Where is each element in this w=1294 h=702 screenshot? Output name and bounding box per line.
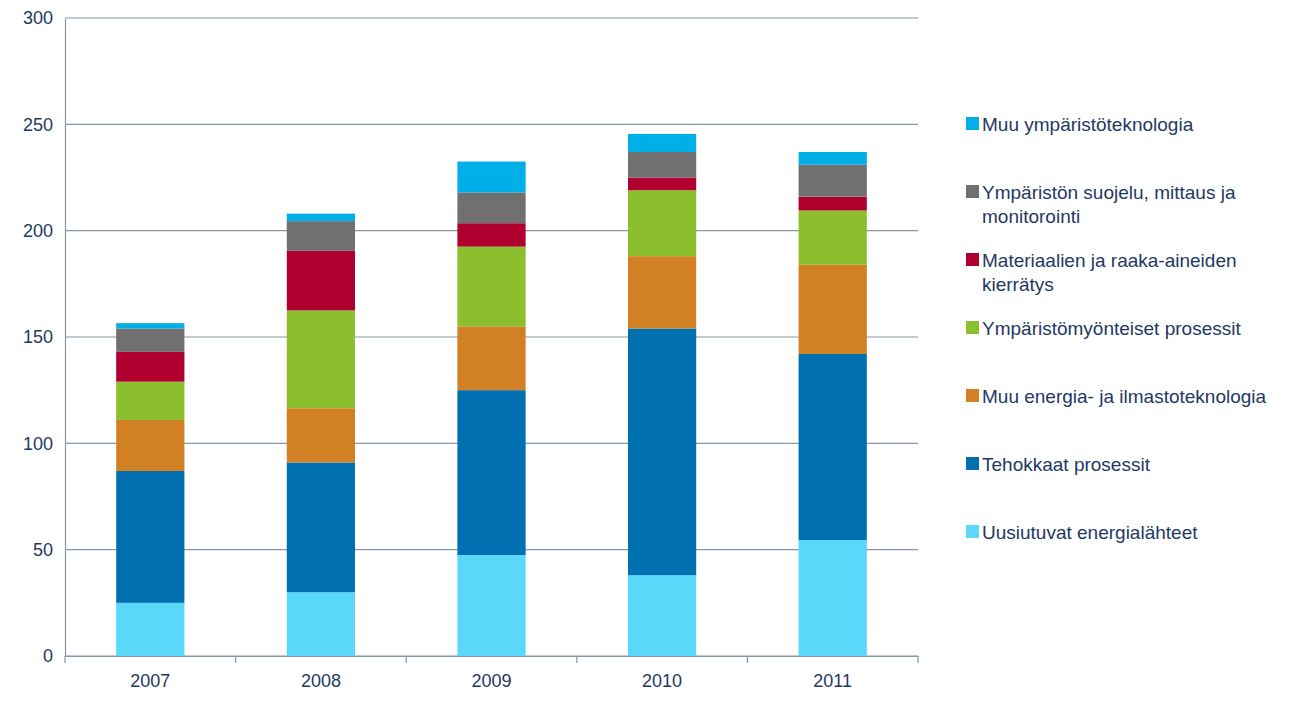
bar-segment	[287, 221, 355, 251]
bar-segment	[116, 382, 184, 420]
bar-segment	[799, 540, 867, 656]
bar-segment	[116, 420, 184, 471]
bar-segment	[287, 592, 355, 656]
x-axis: 2007 2008 2009 2010 2011	[66, 656, 919, 691]
x-boundary-tick	[576, 656, 577, 663]
x-tick-label: 2008	[301, 671, 341, 691]
bar-segment	[287, 462, 355, 592]
y-tick-label: 50	[33, 540, 53, 560]
legend-swatch	[966, 253, 979, 266]
legend-item: Muu energia- ja ilmastoteknologia	[966, 386, 1267, 407]
x-boundary-tick	[406, 656, 407, 663]
x-tick: 2008	[301, 656, 341, 691]
legend-label: Ympäristön suojelu, mittaus jamonitoroin…	[982, 182, 1236, 227]
x-boundary-tick	[64, 656, 65, 663]
bar-segment	[116, 352, 184, 382]
legend-item: Uusiutuvat energialähteet	[966, 522, 1198, 543]
bar-segment	[799, 354, 867, 540]
bar-segment	[799, 265, 867, 354]
legend-swatch	[966, 117, 979, 130]
y-tick-label: 200	[23, 221, 53, 241]
legend-label: Tehokkaat prosessit	[982, 454, 1151, 475]
bar-segment	[457, 192, 525, 223]
bar-segment	[457, 247, 525, 327]
x-tick-label: 2009	[471, 671, 511, 691]
legend-item: Materiaalien ja raaka-aineidenkierrätys	[966, 250, 1237, 295]
bar-segment	[628, 134, 696, 152]
grid-line	[65, 124, 918, 125]
legend-item: Ympäristön suojelu, mittaus jamonitoroin…	[966, 182, 1236, 227]
bar-segment	[799, 210, 867, 264]
legend-label: Muu energia- ja ilmastoteknologia	[982, 386, 1267, 407]
x-boundary-tick	[747, 656, 748, 663]
x-axis-line	[66, 656, 919, 657]
grid-line	[65, 17, 918, 18]
legend-item: Tehokkaat prosessit	[966, 454, 1151, 475]
bar-segment	[628, 575, 696, 656]
bar-segment	[287, 214, 355, 221]
x-tick: 2009	[471, 656, 511, 691]
grid	[65, 18, 918, 656]
bar-segment	[457, 326, 525, 390]
bar-segment	[457, 162, 525, 193]
y-tick: 250	[23, 115, 65, 135]
bar-segment	[116, 471, 184, 603]
y-tick: 200	[23, 221, 65, 241]
bars	[116, 134, 867, 656]
chart: 0 50 100 150 200 250 300 2007 2008 2009 2010 2011 Mu…	[0, 0, 1294, 702]
bar-segment	[116, 603, 184, 656]
y-axis-line	[65, 19, 66, 657]
bar-segment	[287, 310, 355, 408]
bar-segment	[628, 256, 696, 328]
bar-segment	[628, 152, 696, 178]
legend-swatch	[966, 457, 979, 470]
legend-swatch	[966, 321, 979, 334]
y-tick-label: 150	[23, 327, 53, 347]
y-tick: 300	[23, 8, 65, 28]
y-tick-label: 300	[23, 8, 53, 28]
y-tick-label: 100	[23, 434, 53, 454]
legend-swatch	[966, 525, 979, 538]
bar-segment	[799, 152, 867, 165]
y-tick-label: 0	[43, 646, 53, 666]
legend-label: Ympäristömyönteiset prosessit	[982, 318, 1241, 339]
y-tick: 0	[43, 646, 65, 666]
bar-segment	[457, 223, 525, 246]
bar-segment	[287, 251, 355, 311]
x-tick: 2011	[813, 656, 852, 691]
bar-segment	[799, 197, 867, 211]
legend-label: Muu ympäristöteknologia	[982, 114, 1194, 135]
y-tick-label: 250	[23, 115, 53, 135]
bar-segment	[116, 328, 184, 351]
legend: Muu ympäristöteknologia Ympäristön suojel…	[966, 114, 1267, 543]
x-tick-label: 2010	[642, 671, 682, 691]
bar-segment	[116, 323, 184, 328]
x-boundary-tick	[235, 656, 236, 663]
bar-segment	[628, 328, 696, 575]
bar-segment	[457, 390, 525, 555]
legend-label: Materiaalien ja raaka-aineidenkierrätys	[982, 250, 1237, 295]
legend-item: Muu ympäristöteknologia	[966, 114, 1194, 135]
legend-swatch	[966, 389, 979, 402]
y-tick: 50	[33, 540, 65, 560]
x-boundary-tick	[917, 656, 918, 663]
y-tick: 150	[23, 327, 65, 347]
bar-segment	[457, 555, 525, 656]
legend-item: Ympäristömyönteiset prosessit	[966, 318, 1241, 339]
x-tick: 2010	[642, 656, 682, 691]
legend-swatch	[966, 185, 979, 198]
y-axis: 0 50 100 150 200 250 300	[23, 8, 66, 666]
bar-segment	[628, 190, 696, 256]
bar-segment	[628, 178, 696, 191]
x-tick: 2007	[130, 656, 170, 691]
legend-label: Uusiutuvat energialähteet	[982, 522, 1198, 543]
y-tick: 100	[23, 434, 65, 454]
bar-segment	[799, 165, 867, 197]
bar-segment	[287, 408, 355, 462]
x-tick-label: 2011	[813, 671, 852, 691]
x-tick-label: 2007	[130, 671, 170, 691]
